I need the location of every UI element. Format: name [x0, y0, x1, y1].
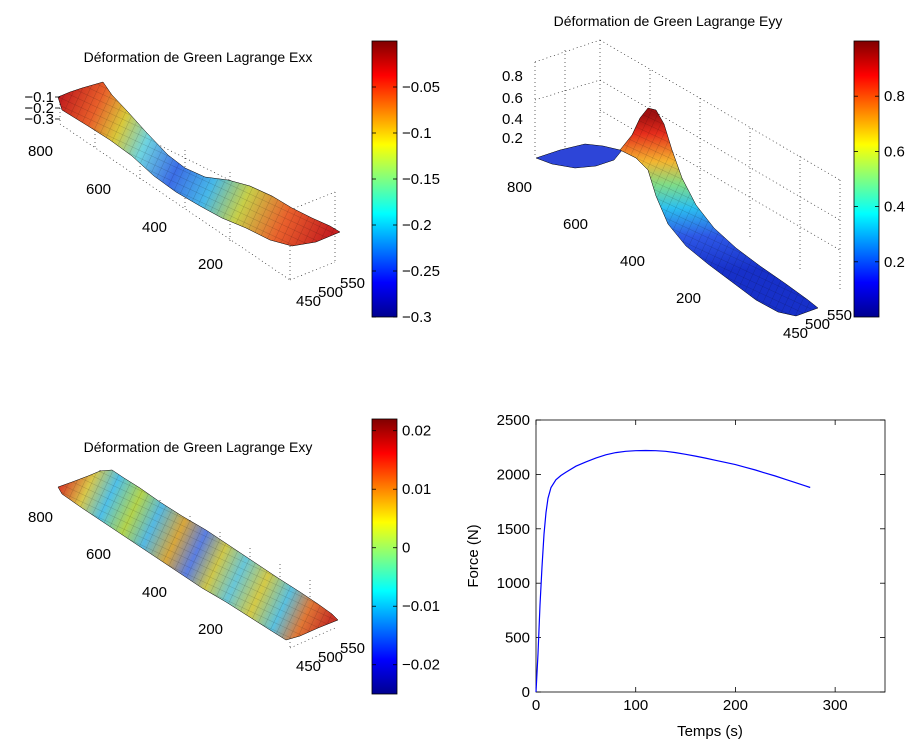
eyy-colorbar-ticks: 0.8 0.6 0.4 0.2: [854, 88, 905, 271]
force-xlabel: Temps (s): [677, 723, 743, 740]
force-x-ticks: 0 100 200 300: [532, 420, 848, 714]
eyy-colorbar: [853, 40, 880, 318]
eyy-y-tick: 600: [563, 216, 588, 233]
exy-title: Déformation de Green Lagrange Exy: [84, 439, 313, 455]
colorbar-tick-label: 0.6: [884, 143, 905, 160]
colorbar-tick-label: −0.25: [402, 263, 440, 280]
eyy-z-tick: 0.2: [502, 130, 523, 147]
exx-x-tick: 450: [296, 293, 321, 310]
eyy-x-ticks: 450 500 550: [783, 307, 852, 342]
exy-colorbar: [371, 418, 398, 695]
exx-z-tick: −0.2: [24, 100, 54, 117]
exy-x-ticks: 450 500 550: [296, 640, 365, 675]
exx-surface-panel: Déformation de Green Lagrange Exx −0.1 −…: [24, 40, 440, 326]
exy-surface-mesh: [58, 470, 338, 640]
eyy-axes-box: [534, 39, 841, 290]
eyy-y-tick: 800: [507, 179, 532, 196]
exy-x-tick: 450: [296, 658, 321, 675]
colorbar-tick-label: −0.3: [402, 309, 432, 326]
exy-surface-panel: Déformation de Green Lagrange Exy 800 60…: [28, 418, 440, 695]
eyy-x-tick: 550: [827, 307, 852, 324]
exy-y-tick: 400: [142, 584, 167, 601]
eyy-z-tick: 0.8: [502, 68, 523, 85]
force-y-tick-label: 2000: [497, 466, 530, 483]
force-y-tick-label: 1500: [497, 521, 530, 538]
eyy-z-tick: 0.6: [502, 90, 523, 107]
force-x-tick-label: 200: [723, 697, 748, 714]
force-y-tick-label: 2500: [497, 412, 530, 429]
colorbar-tick-label: −0.02: [402, 657, 440, 674]
eyy-surface-mesh: [620, 108, 818, 316]
exx-z-ticks: −0.1 −0.2 −0.3: [24, 89, 60, 128]
force-y-ticks: 0 500 1000 1500 2000 2500: [497, 412, 885, 701]
colorbar-tick-label: −0.01: [402, 598, 440, 615]
exy-y-tick: 800: [28, 509, 53, 526]
force-y-tick-label: 1000: [497, 575, 530, 592]
exx-y-tick: 400: [142, 219, 167, 236]
exx-y-tick: 800: [28, 143, 53, 160]
force-x-tick-label: 0: [532, 697, 540, 714]
exx-x-ticks: 450 500 550: [296, 275, 365, 310]
colorbar-tick-label: 0.2: [884, 254, 905, 271]
exx-colorbar-ticks: −0.05 −0.1 −0.15 −0.2 −0.25 −0.3: [372, 79, 440, 326]
colorbar-tick-label: −0.15: [402, 171, 440, 188]
eyy-surface-left: [535, 137, 633, 169]
exy-y-tick: 600: [86, 546, 111, 563]
eyy-z-ticks: 0.8 0.6 0.4 0.2: [502, 68, 523, 147]
force-y-tick-label: 0: [522, 684, 530, 701]
exx-title: Déformation de Green Lagrange Exx: [84, 49, 313, 65]
force-y-tick-label: 500: [505, 630, 530, 647]
eyy-y-tick: 200: [676, 290, 701, 307]
exx-y-tick: 200: [198, 256, 223, 273]
eyy-z-tick: 0.4: [502, 111, 523, 128]
exy-y-ticks: 800 600 400 200: [28, 509, 223, 638]
exx-z-tick: −0.3: [24, 111, 54, 128]
exy-x-tick: 550: [340, 640, 365, 657]
force-series-line: [535, 449, 811, 693]
eyy-title: Déformation de Green Lagrange Eyy: [554, 13, 783, 29]
force-plot-area: [535, 419, 886, 693]
colorbar-tick-label: 0: [402, 540, 410, 557]
exy-y-tick: 200: [198, 621, 223, 638]
exy-colorbar-ticks: 0.02 0.01 0 −0.01 −0.02: [372, 423, 440, 674]
force-x-tick-label: 300: [823, 697, 848, 714]
colorbar-tick-label: 0.02: [402, 423, 431, 440]
eyy-surface-panel: Déformation de Green Lagrange Eyy 0.8 0.…: [502, 13, 905, 342]
exx-x-tick: 500: [318, 284, 343, 301]
eyy-y-tick: 400: [620, 253, 645, 270]
force-x-tick-label: 100: [623, 697, 648, 714]
force-line-panel: 0 100 200 300 0 500 1000 1500 2000 2500 Temps (s…: [465, 412, 886, 740]
colorbar-tick-label: 0.8: [884, 88, 905, 105]
colorbar-tick-label: −0.2: [402, 217, 432, 234]
eyy-x-tick: 450: [783, 325, 808, 342]
force-ylabel: Force (N): [465, 524, 482, 587]
exx-z-tick: −0.1: [24, 89, 54, 106]
exy-x-tick: 500: [318, 649, 343, 666]
colorbar-tick-label: −0.05: [402, 79, 440, 96]
eyy-x-tick: 500: [805, 316, 830, 333]
exx-surface-mesh: [58, 82, 340, 246]
colorbar-tick-label: −0.1: [402, 125, 432, 142]
eyy-y-ticks: 800 600 400 200: [507, 179, 701, 307]
exx-y-ticks: 800 600 400 200: [28, 143, 223, 273]
colorbar-tick-label: 0.01: [402, 481, 431, 498]
colorbar-tick-label: 0.4: [884, 199, 905, 216]
exx-x-tick: 550: [340, 275, 365, 292]
exx-y-tick: 600: [86, 181, 111, 198]
